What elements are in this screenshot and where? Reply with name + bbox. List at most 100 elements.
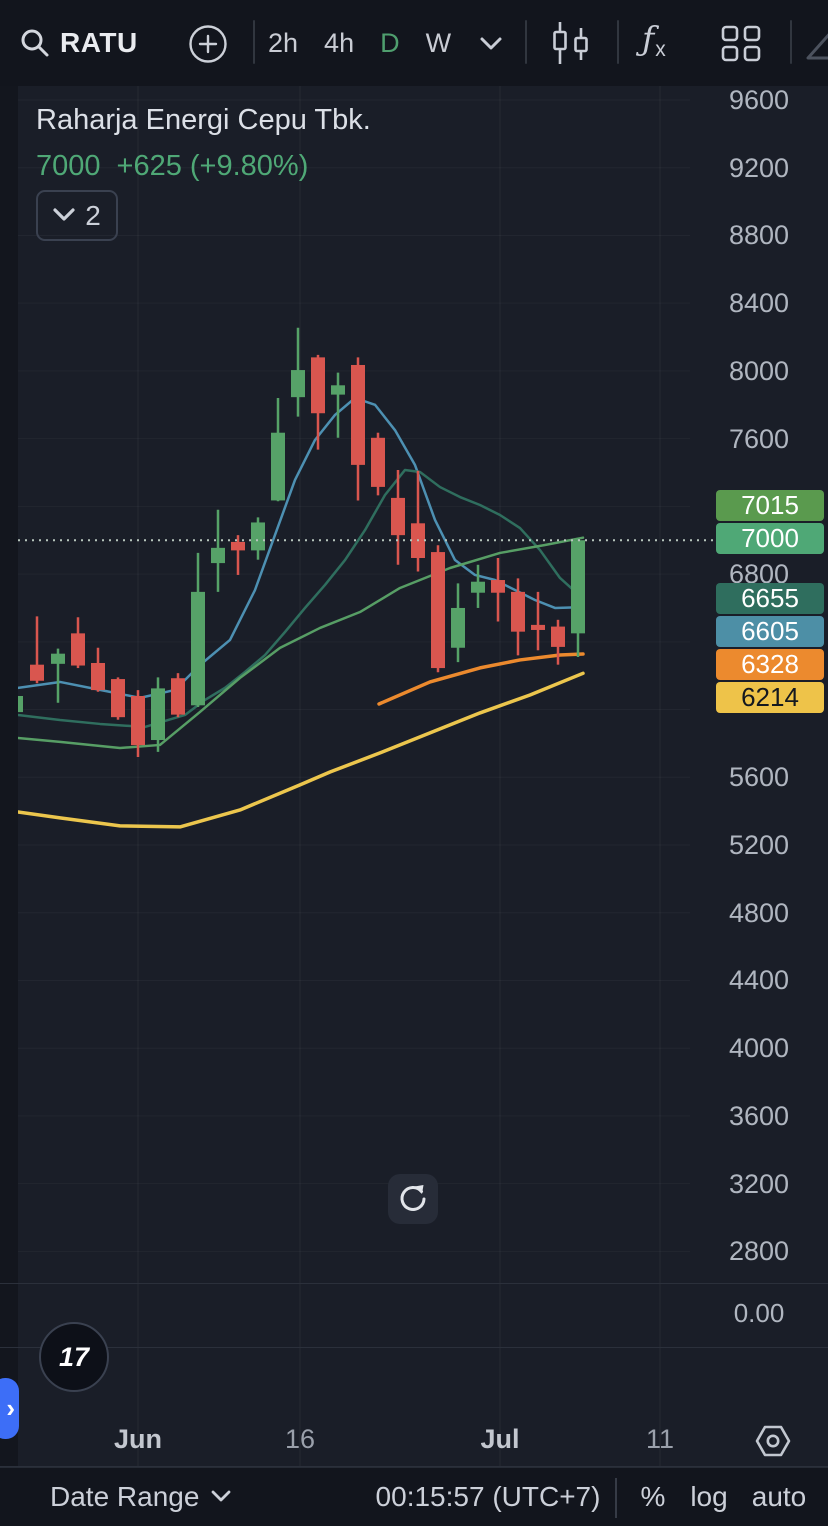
candle: [151, 677, 165, 752]
time-tick-label: 16: [284, 1424, 316, 1454]
bottom-bar-divider: [615, 1478, 617, 1518]
candle: [431, 545, 445, 673]
toolbar-divider: [617, 20, 619, 64]
panel-expand-handle[interactable]: ›: [0, 1378, 19, 1439]
candle: [351, 357, 365, 501]
candle: [51, 648, 65, 703]
candle: [291, 327, 305, 417]
time-tick-label: Jun: [113, 1424, 162, 1454]
price-tick-label: 9200: [728, 152, 790, 183]
time-tick-label: Jul: [480, 1424, 520, 1454]
price-tick-label: 2800: [728, 1236, 790, 1267]
candle: [18, 696, 23, 713]
candle: [231, 535, 245, 575]
layouts-button[interactable]: [721, 25, 763, 68]
candle: [511, 578, 525, 656]
price-tag-7015: 7015: [716, 490, 824, 521]
chevron-down-icon: [212, 1490, 231, 1502]
candle: [30, 616, 44, 684]
indicator-count: 2: [85, 199, 101, 231]
pane-divider[interactable]: [0, 1283, 828, 1284]
publish-button[interactable]: [806, 24, 828, 69]
price-tag-6214: 6214: [716, 682, 824, 713]
ma-slow-teal: [18, 468, 585, 729]
candle: [131, 690, 145, 757]
interval-2h[interactable]: 2h: [268, 27, 299, 58]
chart-style-button[interactable]: [551, 21, 591, 70]
price-tick-label: 3200: [728, 1168, 790, 1199]
time-tick-label: 11: [645, 1424, 675, 1454]
indicators-button[interactable]: ƒx: [642, 19, 666, 62]
price-tick-label: 4400: [728, 965, 790, 996]
ma-green: [18, 536, 585, 750]
price-tick-label: 4000: [728, 1033, 790, 1064]
search-icon: [21, 29, 49, 57]
interval-W[interactable]: W: [425, 27, 452, 58]
percent-scale-button[interactable]: %: [640, 1481, 666, 1512]
indicators-collapse-button[interactable]: 2: [36, 190, 118, 241]
price-tick-label: 5600: [728, 762, 790, 793]
toolbar-divider: [253, 20, 255, 64]
badge-label: 17: [58, 1341, 90, 1372]
candle: [171, 673, 185, 718]
interval-4h[interactable]: 4h: [324, 27, 355, 58]
auto-scale-button[interactable]: auto: [751, 1481, 807, 1512]
candle: [71, 617, 85, 669]
candle: [371, 432, 385, 496]
price-tick-label: 3600: [728, 1100, 790, 1131]
chevron-right-icon: ›: [6, 1393, 15, 1423]
candle: [251, 517, 265, 560]
candle: [191, 552, 205, 708]
ma-yellow: [18, 671, 585, 829]
price-tag-6655: 6655: [716, 583, 824, 614]
candle: [91, 647, 105, 692]
replay-day-badge[interactable]: 17: [39, 1322, 109, 1392]
last-price: 7000: [36, 150, 101, 182]
candle: [331, 372, 345, 438]
interval-switcher: 2h 4h D W: [268, 0, 451, 86]
grid-layout-icon: [721, 25, 761, 62]
interval-dropdown-button[interactable]: [479, 36, 503, 57]
symbol-search-button[interactable]: RATU: [20, 0, 138, 86]
price-tick-label: 8000: [728, 355, 790, 386]
company-name: Raharja Energi Cepu Tbk.: [36, 104, 371, 136]
candle: [271, 398, 285, 502]
candle: [571, 537, 585, 658]
chevron-down-icon: [53, 208, 75, 221]
clock[interactable]: 00:15:57 (UTC+7): [375, 1481, 601, 1512]
pane-divider[interactable]: [0, 1347, 828, 1348]
price-tick-label: 8800: [728, 220, 790, 251]
fx-icon: ƒx: [642, 19, 666, 61]
price-tick-label: 7600: [728, 423, 790, 454]
candle: [551, 619, 565, 665]
date-range-button[interactable]: Date Range: [50, 1468, 231, 1526]
candle: [391, 469, 405, 565]
chart-gridlines: [18, 86, 690, 1466]
candlestick-icon: [553, 22, 588, 64]
pane-divider: [0, 1466, 828, 1467]
plus-circle-icon: [189, 25, 227, 63]
triangle-icon: [806, 33, 828, 60]
price-row: 7000 +625 (+9.80%): [36, 150, 308, 183]
price-tick-label: 8400: [728, 288, 790, 319]
add-symbol-button[interactable]: [188, 24, 228, 69]
symbol-label: RATU: [60, 27, 138, 58]
ma-orange: [377, 652, 585, 706]
candle: [451, 583, 465, 663]
candle: [211, 509, 225, 592]
interval-D[interactable]: D: [380, 27, 400, 58]
log-scale-button[interactable]: log: [690, 1481, 728, 1512]
subpane-tick-label: 0.00: [733, 1298, 785, 1328]
price-tick-label: 5200: [728, 830, 790, 860]
toolbar-divider: [525, 20, 527, 64]
chevron-down-icon: [480, 37, 502, 50]
price-tag-7000: 7000: [716, 523, 824, 554]
price-tag-6605: 6605: [716, 616, 824, 647]
reload-icon: [400, 1185, 426, 1211]
price-tick-label: 4800: [728, 897, 790, 928]
time-axis-settings-button[interactable]: [754, 1424, 792, 1463]
reload-chart-button[interactable]: [388, 1174, 438, 1224]
bottom-toolbar: Date Range 00:15:57 (UTC+7) % log auto: [0, 1467, 828, 1526]
